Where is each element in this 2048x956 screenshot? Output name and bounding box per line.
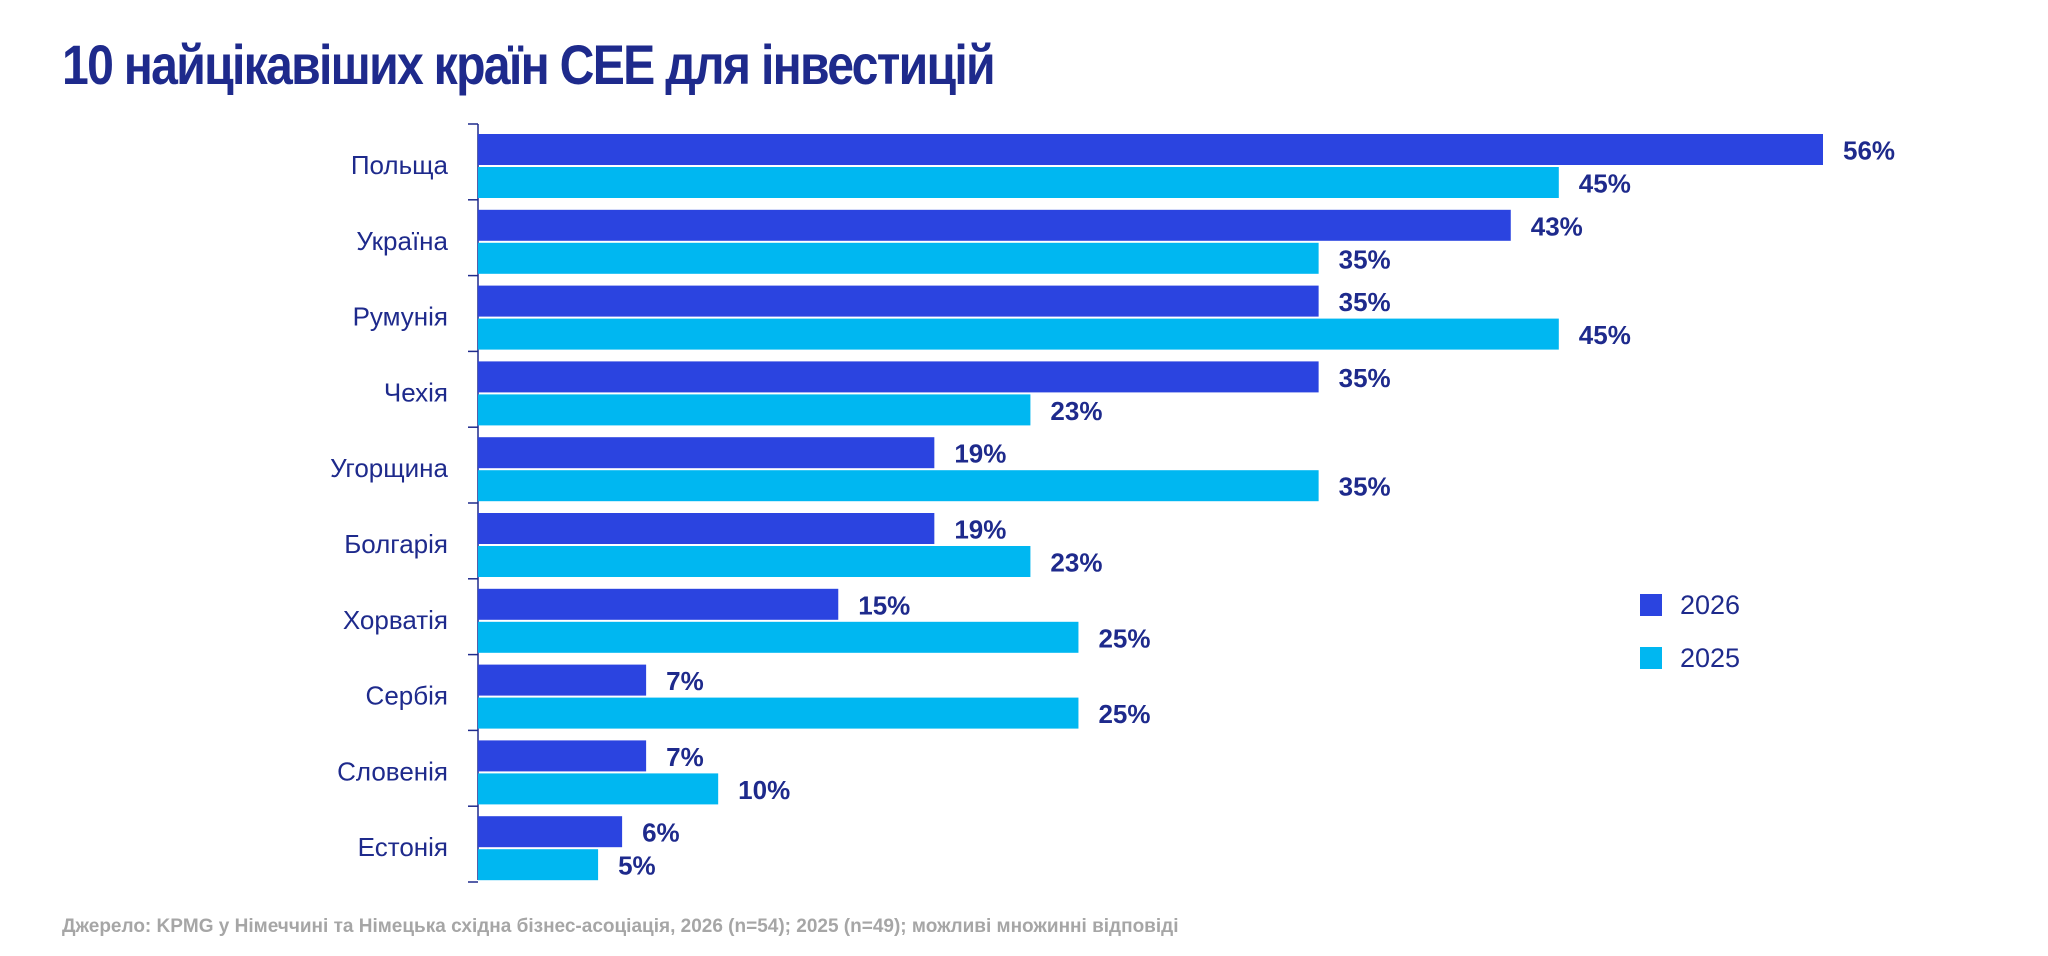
- legend-label-2026: 2026: [1680, 589, 1741, 620]
- bar-2025: [478, 546, 1031, 577]
- legend-swatch-2026: [1640, 594, 1662, 616]
- bar-2026: [478, 816, 623, 848]
- data-label-2026: 19%: [954, 439, 1006, 469]
- bar-2026: [478, 209, 1511, 241]
- category-label: Угорщина: [330, 453, 448, 483]
- bar-2025: [478, 394, 1031, 426]
- data-label-2026: 35%: [1339, 363, 1391, 393]
- bar-chart: 56% 45% 43% 35% 35% 45% 35% 23% 19% 35% 19% 23% 15% 2…: [330, 123, 1895, 883]
- bar-2026: [478, 134, 1823, 165]
- data-label-2025: 10%: [738, 775, 790, 805]
- data-label-2025: 5%: [618, 851, 656, 881]
- category-label: Словенія: [337, 756, 448, 786]
- legend-item-2025: 2025: [1640, 643, 1740, 673]
- category-label: Україна: [356, 226, 448, 256]
- bar-2025: [478, 167, 1559, 198]
- data-label-2026: 35%: [1339, 287, 1391, 317]
- data-label-2025: 35%: [1339, 244, 1391, 274]
- bar-2025: [478, 470, 1319, 502]
- data-label-2025: 23%: [1050, 396, 1102, 426]
- bars: [478, 134, 1823, 881]
- data-label-2026: 19%: [954, 515, 1006, 545]
- bar-2025: [478, 242, 1319, 274]
- bar-2026: [478, 437, 935, 469]
- data-label-2025: 23%: [1050, 548, 1102, 578]
- data-label-2026: 15%: [858, 590, 910, 620]
- bar-2026: [478, 588, 839, 620]
- data-label-2026: 43%: [1531, 211, 1583, 241]
- category-label: Хорватія: [343, 605, 448, 635]
- data-label-2025: 45%: [1579, 320, 1631, 350]
- category-label: Польща: [351, 150, 449, 180]
- category-label: Сербія: [366, 681, 448, 711]
- chart-title: 10 найцікавіших країн CEE для інвестицій: [62, 33, 996, 96]
- bar-2026: [478, 664, 647, 696]
- legend-item-2026: 2026: [1640, 590, 1740, 620]
- category-labels: Польща Україна Румунія Чехія Угорщина Болгарі…: [330, 150, 448, 862]
- bar-2025: [478, 697, 1079, 729]
- category-label: Болгарія: [344, 529, 448, 559]
- category-axis: [468, 123, 479, 883]
- bar-2026: [478, 361, 1319, 393]
- data-label-2025: 25%: [1098, 623, 1150, 653]
- legend-swatch-2025: [1640, 647, 1662, 669]
- data-label-2025: 45%: [1579, 169, 1631, 199]
- category-label: Естонія: [358, 832, 448, 862]
- bar-2025: [478, 621, 1079, 653]
- bar-2026: [478, 740, 647, 772]
- data-labels: 56% 45% 43% 35% 35% 45% 35% 23% 19% 35% 19% 23% 15% 2…: [618, 136, 1895, 881]
- bar-2025: [478, 773, 719, 805]
- bar-2025: [478, 318, 1559, 350]
- bar-2026: [478, 513, 935, 544]
- chart-legend: 2026 2025: [1640, 590, 1740, 696]
- data-label-2026: 7%: [666, 666, 704, 696]
- legend-label-2025: 2025: [1680, 642, 1741, 673]
- category-label: Румунія: [353, 302, 448, 332]
- data-label-2025: 25%: [1098, 699, 1150, 729]
- bar-2026: [478, 285, 1319, 317]
- data-label-2026: 6%: [642, 818, 680, 848]
- data-label-2026: 56%: [1843, 136, 1895, 166]
- data-label-2026: 7%: [666, 742, 704, 772]
- source-note: Джерело: KPMG у Німеччині та Німецька сх…: [62, 916, 1179, 937]
- category-label: Чехія: [384, 377, 448, 407]
- bar-2025: [478, 849, 599, 881]
- data-label-2025: 35%: [1339, 472, 1391, 502]
